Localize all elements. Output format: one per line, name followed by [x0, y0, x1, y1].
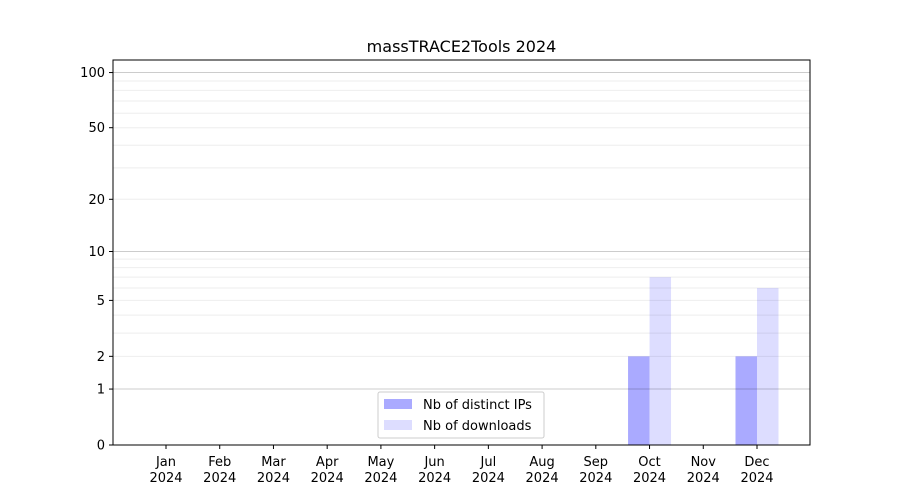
plot-frame	[112, 59, 811, 446]
x-tick-label: Jul 2024	[472, 455, 505, 486]
y-tick-label: 20	[88, 193, 105, 208]
y-tick-label: 5	[97, 294, 105, 309]
chart-title: massTRACE2Tools 2024	[367, 37, 557, 56]
y-tick-label: 0	[97, 439, 105, 454]
bar-downloads	[757, 287, 779, 445]
legend-box	[377, 391, 545, 439]
x-tick-label: May 2024	[364, 455, 397, 486]
legend-label: Nb of distinct IPs	[423, 398, 532, 413]
x-tick-label: Apr 2024	[311, 455, 344, 486]
y-tick-label: 10	[88, 245, 105, 260]
x-tick-label: Sep 2024	[579, 455, 612, 486]
x-tick-label: Dec 2024	[740, 455, 773, 486]
legend-swatch	[384, 420, 412, 430]
x-tick-label: Jan 2024	[149, 455, 182, 486]
x-tick-label: Jun 2024	[418, 455, 451, 486]
x-tick-label: Aug 2024	[526, 455, 559, 486]
legend: Nb of distinct IPs Nb of downloads	[377, 391, 545, 439]
x-tick-label: Mar 2024	[257, 455, 290, 486]
bar-ips	[628, 356, 650, 445]
bar-ips	[735, 356, 757, 445]
legend-label: Nb of downloads	[423, 419, 532, 434]
legend-swatch	[384, 399, 412, 409]
x-tick-label: Oct 2024	[633, 455, 666, 486]
bar-downloads	[649, 277, 672, 445]
y-tick-label: 2	[97, 350, 105, 365]
y-tick-label: 1	[97, 383, 105, 398]
y-tick-label: 100	[80, 66, 105, 81]
x-tick-label: Feb 2024	[203, 455, 236, 486]
x-tick-label: Nov 2024	[687, 455, 720, 486]
y-tick-label: 50	[88, 121, 105, 136]
